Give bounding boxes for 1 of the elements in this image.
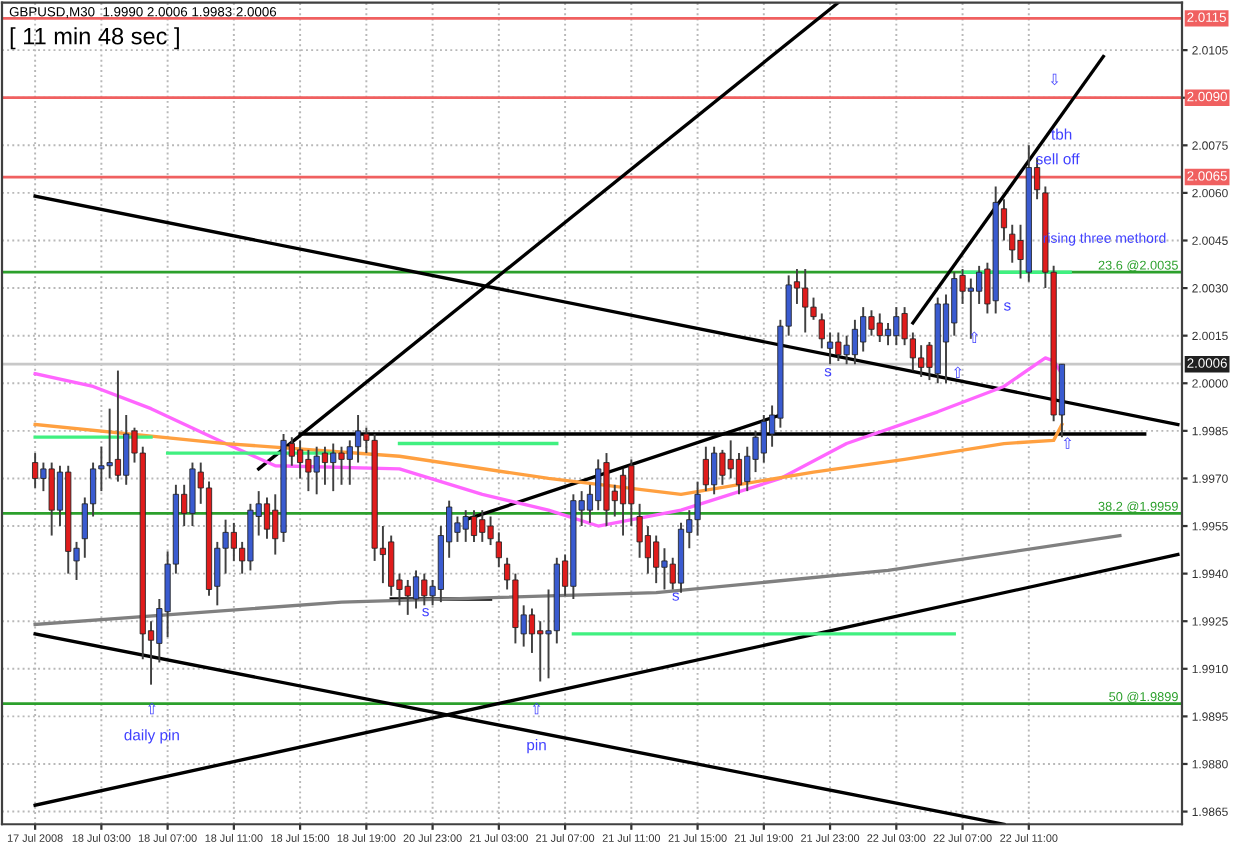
text: [ 11 min 48 sec ] xyxy=(10,27,179,50)
